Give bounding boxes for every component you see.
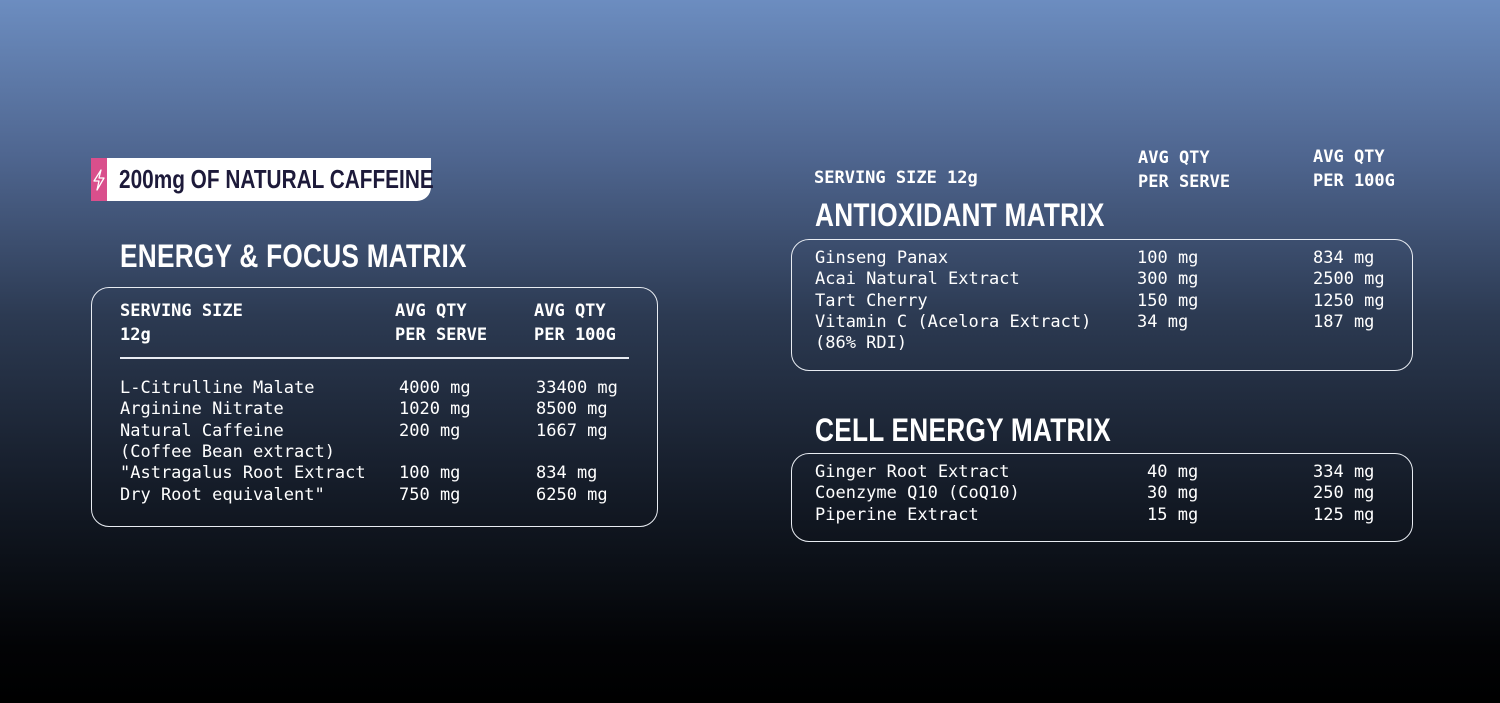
ingredient-name: Tart Cherry [815, 290, 928, 311]
divider [120, 357, 629, 359]
qty-per-serve: 4000 mg [399, 378, 471, 398]
qty-per-serve: 1020 mg [399, 399, 471, 420]
ingredient-name: "Astragalus Root Extract [120, 463, 366, 484]
caffeine-badge: 200mg OF NATURAL CAFFEINE [91, 158, 434, 201]
energy-table: SERVING SIZE 12g AVG QTY PER SERVE AVG Q… [91, 287, 658, 527]
qty-per-serve: 15 mg [1147, 504, 1199, 525]
header-serving: SERVING SIZE 12g [120, 301, 243, 345]
qty-per-100g: 834 mg [1313, 248, 1375, 268]
ingredient-name: Vitamin C (Acelora Extract) (86% RDI) [815, 311, 1092, 354]
qty-per-serve: 200 mg [399, 420, 461, 441]
lightning-icon [91, 158, 107, 201]
cell-title: CELL ENERGY MATRIX [815, 412, 1112, 448]
antioxidant-header-per-serve: AVG QTY PER SERVE [1138, 148, 1231, 192]
qty-per-100g: 250 mg [1313, 483, 1375, 504]
qty-per-100g: 2500 mg [1313, 269, 1385, 290]
qty-per-serve: 40 mg [1147, 462, 1199, 482]
qty-per-serve: 100 mg [399, 463, 461, 484]
qty-per-100g: 8500 mg [536, 399, 608, 420]
header-per-serve: AVG QTY PER SERVE [395, 301, 488, 345]
qty-per-100g: 1250 mg [1313, 290, 1385, 311]
ingredient-name: L-Citrulline Malate [120, 378, 315, 398]
ingredient-name: Natural Caffeine (Coffee Bean extract) [120, 420, 335, 462]
ingredient-name: Acai Natural Extract [815, 269, 1020, 290]
qty-per-100g: 1667 mg [536, 420, 608, 441]
ingredient-name: Ginseng Panax [815, 248, 949, 268]
qty-per-100g: 125 mg [1313, 504, 1375, 525]
ingredient-name: Arginine Nitrate [120, 399, 284, 420]
qty-per-100g: 187 mg [1313, 311, 1375, 332]
qty-per-serve: 100 mg [1137, 248, 1199, 268]
qty-per-100g: 334 mg [1313, 462, 1375, 482]
ingredient-name: Coenzyme Q10 (CoQ10) [815, 483, 1020, 504]
qty-per-serve: 30 mg [1147, 483, 1199, 504]
antioxidant-serving: SERVING SIZE 12g [814, 168, 978, 188]
ingredient-name: Piperine Extract [815, 504, 979, 525]
qty-per-100g: 834 mg [536, 463, 598, 484]
antioxidant-title: ANTIOXIDANT MATRIX [815, 197, 1105, 233]
qty-per-100g: 33400 mg [536, 378, 618, 398]
cell-table: Ginger Root Extract 40 mg 334 mg Coenzyme Q… [791, 453, 1413, 542]
ingredient-name: Dry Root equivalent" [120, 484, 325, 505]
qty-per-serve: 300 mg [1137, 269, 1199, 290]
energy-title: ENERGY & FOCUS MATRIX [120, 238, 467, 274]
qty-per-serve: 750 mg [399, 484, 461, 505]
header-per-100g: AVG QTY PER 100G [534, 301, 616, 345]
antioxidant-header-per-100g: AVG QTY PER 100G [1313, 147, 1395, 191]
ingredient-name: Ginger Root Extract [815, 462, 1010, 482]
antioxidant-table: Ginseng Panax 100 mg 834 mg Acai Natural Ex… [791, 239, 1413, 371]
badge-text: 200mg OF NATURAL CAFFEINE [119, 164, 434, 194]
qty-per-serve: 34 mg [1137, 311, 1189, 332]
qty-per-serve: 150 mg [1137, 290, 1199, 311]
qty-per-100g: 6250 mg [536, 484, 608, 505]
